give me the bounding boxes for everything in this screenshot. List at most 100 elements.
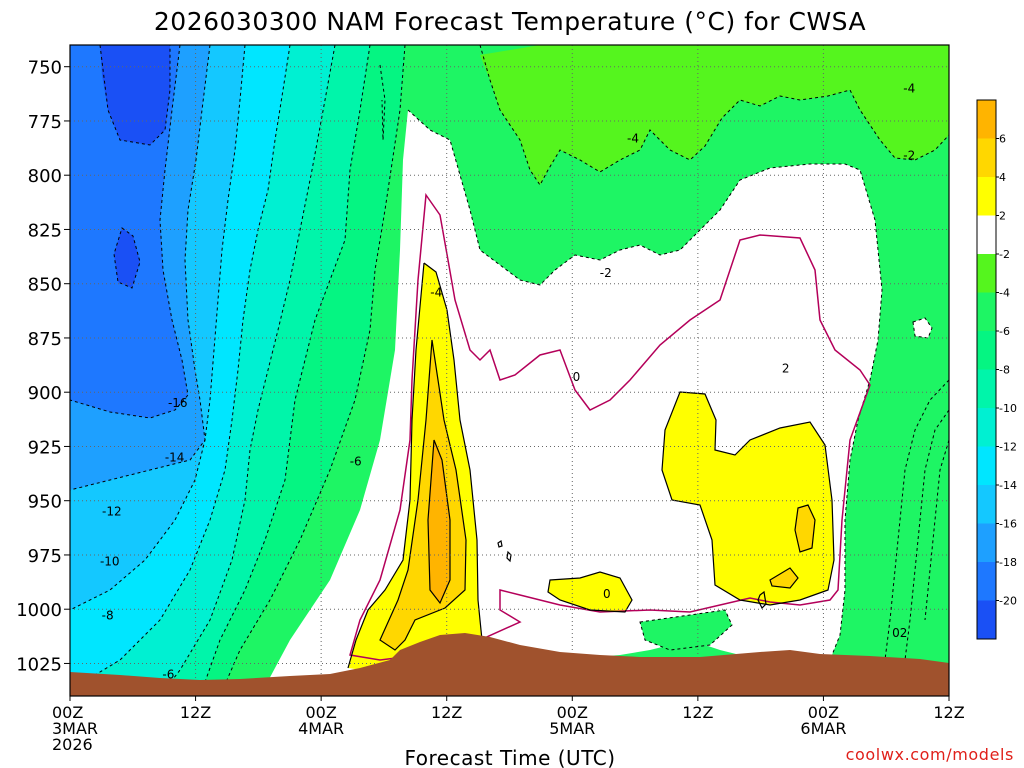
colorbar-swatch — [977, 562, 996, 601]
contour-label: -4 — [627, 131, 639, 145]
x-tick-label: 12Z — [431, 703, 462, 722]
contour-label: -6 — [162, 667, 174, 681]
x-tick-label: 4MAR — [298, 719, 344, 738]
fill-minus2-pocket — [913, 318, 932, 338]
chart-title: 2026030300 NAM Forecast Temperature (°C)… — [154, 7, 866, 36]
contour-line — [113, 227, 141, 289]
colorbar-swatch — [977, 485, 996, 524]
fill-4-to-6-right — [795, 505, 815, 552]
colorbar-label: 4 — [999, 171, 1006, 184]
fill-minus18-to-minus16 — [70, 45, 188, 418]
colorbar-label: -12 — [999, 441, 1017, 454]
contour-line — [99, 45, 171, 146]
contour-line — [379, 64, 386, 141]
colorbar-label: -2 — [999, 248, 1010, 261]
contour-line — [912, 317, 933, 339]
colorbar-swatch — [977, 408, 996, 447]
colorbar-label: -18 — [999, 556, 1017, 569]
contour-line — [639, 609, 733, 651]
contour-line — [159, 45, 336, 696]
y-tick-label: 900 — [28, 383, 62, 404]
x-tick-label: 12Z — [933, 703, 964, 722]
colorbar-label: -20 — [999, 595, 1017, 608]
contour-label: 02 — [892, 626, 907, 640]
y-axis: 750 775 800 825 850 875 900 925 950 975 1000 1025 — [16, 58, 70, 675]
x-tick-label: 5MAR — [549, 719, 595, 738]
contour-line — [769, 567, 799, 589]
contour-line — [427, 439, 451, 605]
contour-label: -14 — [165, 450, 185, 464]
contour-line — [219, 45, 406, 696]
contour-line — [661, 391, 835, 606]
colorbar-swatch — [977, 254, 996, 293]
contour-line — [70, 45, 211, 491]
contour-label: -4 — [903, 81, 915, 95]
fill-2-to-4-right — [662, 392, 834, 605]
colorbar-swatch — [977, 215, 996, 254]
y-tick-label: 850 — [28, 275, 62, 296]
fill-minus20-to-minus18-pocket — [114, 228, 140, 288]
contour-line — [379, 339, 467, 651]
colorbar-label: -10 — [999, 402, 1017, 415]
plot-frame — [69, 44, 950, 697]
y-tick-label: 800 — [28, 166, 62, 187]
colorbar-label: -8 — [999, 364, 1010, 377]
contour-label: -2 — [903, 149, 915, 163]
y-tick-label: 875 — [28, 329, 62, 350]
colorbar-swatch — [977, 331, 996, 370]
y-tick-label: 925 — [28, 437, 62, 458]
y-tick-label: 950 — [28, 492, 62, 513]
x-tick-label: 00Z — [808, 703, 839, 722]
contour-label: -16 — [168, 396, 188, 410]
colorbar-swatch — [977, 100, 996, 139]
colorbar-label: -4 — [999, 287, 1010, 300]
contour-line — [506, 550, 512, 563]
colorbar-swatch — [977, 369, 996, 408]
contour-label: 0 — [603, 587, 611, 601]
colorbar-label: -6 — [999, 325, 1010, 338]
colorbar-label: 6 — [999, 133, 1006, 146]
colorbar-swatch — [977, 138, 996, 177]
contour-label: 0 — [573, 370, 581, 384]
contour-line — [924, 439, 949, 621]
colorbar-swatch — [977, 523, 996, 562]
fill-minus20-to-minus18 — [100, 45, 170, 145]
colorbar-label: -16 — [999, 518, 1017, 531]
y-tick-label: 825 — [28, 220, 62, 241]
fill-green-lobe — [640, 610, 732, 650]
y-tick-label: 750 — [28, 58, 62, 79]
fill-2-to-4-bottom — [548, 572, 632, 612]
contour-line — [884, 379, 949, 661]
colorbar: -20 -18 -16 -14 -12 -10 -8 -6 -4 -2 2 4 6 — [976, 99, 1017, 640]
x-axis-label: Forecast Time (UTC) — [404, 746, 615, 768]
contour-line — [497, 540, 503, 548]
contour-label: -8 — [102, 609, 114, 623]
x-tick-label: 6MAR — [800, 719, 846, 738]
fill-4-to-6-small — [770, 568, 798, 588]
contour-line — [794, 504, 816, 553]
contour-line — [423, 262, 483, 641]
x-tick-label: 00Z — [557, 703, 588, 722]
y-tick-label: 1025 — [16, 654, 62, 675]
x-tick-label: 00Z — [305, 703, 336, 722]
contour-label: -6 — [350, 455, 362, 469]
fill-minus6-upper-right — [480, 45, 949, 185]
x-tick-label: 12Z — [682, 703, 713, 722]
temperature-fill-layers — [70, 45, 949, 696]
y-tick-label: 1000 — [16, 600, 62, 621]
colorbar-swatch — [977, 446, 996, 485]
positive-contours — [347, 262, 835, 669]
contour-line — [70, 45, 189, 419]
colorbar-swatch — [977, 292, 996, 331]
colorbar-label: -14 — [999, 479, 1017, 492]
credit-link[interactable]: coolwx.com/models — [846, 745, 1014, 764]
contour-line — [199, 45, 371, 696]
x-tick-label: 12Z — [180, 703, 211, 722]
contour-label: -10 — [100, 554, 120, 568]
contour-label: -12 — [102, 505, 122, 519]
colorbar-swatch — [977, 600, 996, 639]
colorbar-swatch — [977, 177, 996, 216]
x-tick-label: 00Z — [52, 703, 83, 722]
